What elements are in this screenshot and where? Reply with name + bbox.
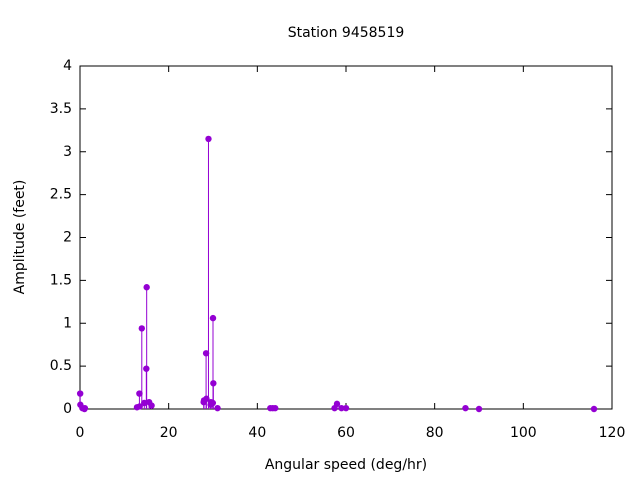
plot-border [79,65,613,410]
stem-point [214,404,221,412]
y-axis-label: Amplitude (feet) [12,180,28,295]
stem-point [271,404,279,412]
y-tick-label: 4 [63,58,72,74]
x-tick-label: 100 [510,425,537,441]
y-tick-label: 2 [63,230,72,246]
stem-point [342,404,350,412]
stem-point [138,325,146,332]
stem-point [81,404,89,412]
stem-point [202,350,210,357]
x-tick-label: 20 [160,425,178,441]
x-tick-label: 80 [426,425,444,441]
stem-point [76,390,84,397]
stem-point [462,404,469,412]
x-tick-label: 120 [599,425,626,441]
y-tick-label: 1 [63,315,72,331]
stem-point [205,135,212,143]
x-tick-label: 60 [337,425,355,441]
stem-point [148,402,155,409]
stem-point [338,404,345,412]
y-tick-label: 3.5 [50,101,72,117]
stem-point [209,314,217,322]
stem-point [590,405,598,413]
x-axis-label: Angular speed (deg/hr) [265,457,427,473]
stem-point [475,405,483,413]
stem-point [136,390,143,397]
y-tick-label: 1.5 [50,272,72,288]
y-tick-label: 0.5 [50,358,72,374]
chart-title: Station 9458519 [288,25,405,41]
x-tick-label: 40 [248,425,266,441]
stem-point [333,400,341,408]
stem-point [210,380,217,387]
x-tick-label: 0 [76,425,85,441]
y-tick-label: 2.5 [50,187,72,203]
y-tick-label: 0 [63,401,72,417]
y-tick-label: 3 [63,144,72,160]
stem-point [143,284,150,291]
